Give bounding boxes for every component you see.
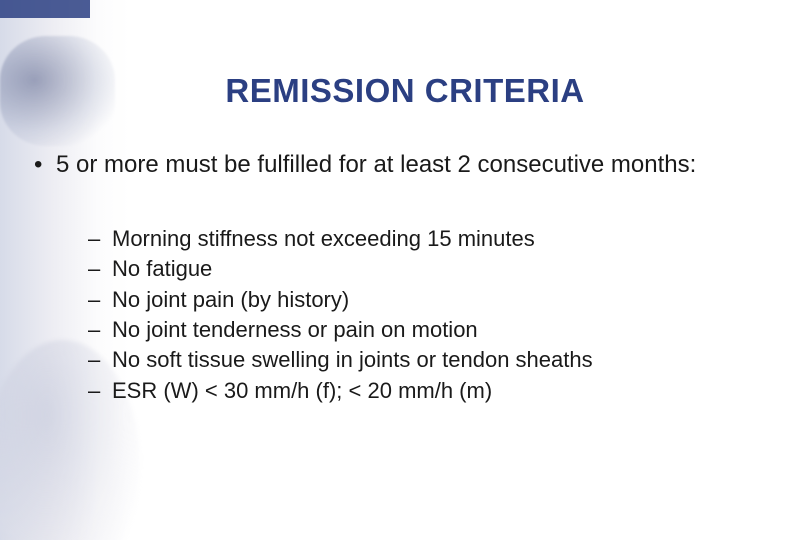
lead-text: 5 or more must be fulfilled for at least…	[56, 150, 780, 181]
list-item-text: ESR (W) < 30 mm/h (f); < 20 mm/h (m)	[112, 376, 770, 406]
lead-bullet-dot: •	[34, 150, 56, 181]
dash-icon: –	[88, 285, 112, 315]
slide: REMISSION CRITERIA • 5 or more must be f…	[0, 0, 810, 540]
dash-icon: –	[88, 254, 112, 284]
dash-icon: –	[88, 376, 112, 406]
list-item: – Morning stiffness not exceeding 15 min…	[88, 224, 770, 254]
dash-icon: –	[88, 315, 112, 345]
list-item-text: Morning stiffness not exceeding 15 minut…	[112, 224, 770, 254]
sublist: – Morning stiffness not exceeding 15 min…	[88, 224, 770, 406]
dash-icon: –	[88, 345, 112, 375]
list-item: – No joint pain (by history)	[88, 285, 770, 315]
list-item: – No fatigue	[88, 254, 770, 284]
list-item: – No soft tissue swelling in joints or t…	[88, 345, 770, 375]
lead-bullet-row: • 5 or more must be fulfilled for at lea…	[34, 150, 780, 181]
dash-icon: –	[88, 224, 112, 254]
list-item: – ESR (W) < 30 mm/h (f); < 20 mm/h (m)	[88, 376, 770, 406]
list-item-text: No joint tenderness or pain on motion	[112, 315, 770, 345]
list-item: – No joint tenderness or pain on motion	[88, 315, 770, 345]
slide-title: REMISSION CRITERIA	[0, 72, 810, 110]
list-item-text: No fatigue	[112, 254, 770, 284]
list-item-text: No joint pain (by history)	[112, 285, 770, 315]
list-item-text: No soft tissue swelling in joints or ten…	[112, 345, 770, 375]
